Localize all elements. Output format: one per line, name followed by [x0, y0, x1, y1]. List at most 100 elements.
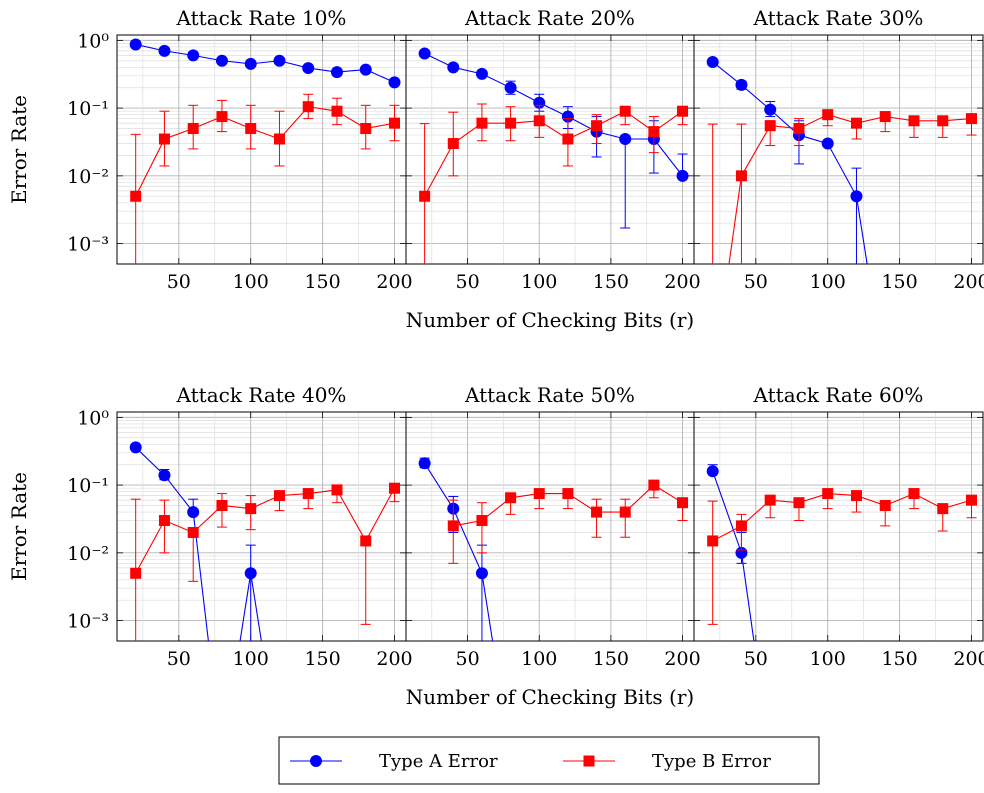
data-point — [735, 520, 747, 532]
data-point — [359, 63, 372, 76]
data-point — [735, 78, 748, 91]
data-point — [476, 515, 488, 527]
data-point — [937, 503, 949, 515]
y-tick-label: 10⁻² — [67, 543, 109, 565]
data-point — [388, 117, 400, 129]
plot-area — [706, 55, 977, 264]
data-point — [447, 520, 459, 532]
x-tick-label: 150 — [881, 648, 917, 670]
data-point — [937, 115, 949, 127]
data-point — [360, 535, 372, 547]
x-tick-label: 50 — [744, 648, 768, 670]
data-point — [302, 488, 314, 500]
data-point — [648, 126, 660, 138]
data-point — [158, 515, 170, 527]
series-line — [424, 110, 683, 197]
data-point — [965, 113, 977, 125]
x-tick-label: 100 — [233, 648, 269, 670]
data-point — [245, 123, 257, 135]
chart-panel-1: Attack Rate 10% 50 100 150 200 10⁰ 10⁻¹ 10⁻² 10⁻… — [7, 6, 413, 293]
x-tick-label: 100 — [521, 271, 557, 293]
series-line — [712, 492, 972, 542]
data-point — [418, 47, 431, 60]
y-tick-label: 10⁻¹ — [67, 475, 109, 497]
x-tick-label: 200 — [953, 271, 984, 293]
x-tick-label: 100 — [810, 648, 846, 670]
x-tick-label: 150 — [593, 271, 629, 293]
data-point — [505, 492, 517, 504]
data-point — [591, 120, 603, 132]
type-a-series — [129, 38, 401, 89]
legend-item-type-b: Type B Error — [563, 751, 771, 772]
plot-frame — [116, 411, 407, 642]
data-point — [447, 138, 459, 150]
chart-panel-3: Attack Rate 30% 50 100 150 200 — [693, 6, 984, 293]
chart-panel-2: Attack Rate 20% 50 100 150 200 Number of Chec… — [405, 6, 701, 332]
type-a-series — [129, 441, 262, 641]
x-tick-label: 150 — [304, 271, 340, 293]
plot-frame — [693, 411, 984, 642]
data-point — [562, 488, 574, 500]
data-point — [562, 133, 574, 145]
plot-area — [129, 441, 400, 641]
data-point — [187, 506, 200, 519]
gridlines — [694, 35, 983, 264]
data-point — [158, 469, 171, 482]
data-point — [388, 76, 401, 89]
legend-box — [278, 736, 820, 785]
data-point — [158, 44, 171, 57]
data-point — [331, 484, 343, 496]
x-tick-label: 200 — [664, 271, 700, 293]
data-point — [273, 133, 285, 145]
data-point — [302, 62, 315, 75]
series-line — [728, 114, 972, 264]
data-point — [677, 105, 689, 117]
x-tick-label: 100 — [233, 271, 269, 293]
data-point — [533, 488, 545, 500]
data-point — [244, 567, 257, 580]
legend-marker — [310, 755, 322, 767]
legend-label: Type A Error — [379, 751, 498, 772]
data-point — [764, 494, 776, 506]
data-point — [330, 66, 343, 79]
panel-title: Attack Rate 40% — [176, 383, 347, 407]
data-point — [130, 567, 142, 579]
data-point — [533, 115, 545, 127]
plot-area — [418, 47, 689, 264]
y-tick-label: 10⁰ — [77, 407, 109, 429]
type-a-series — [418, 457, 494, 641]
panel-title: Attack Rate 20% — [464, 6, 635, 30]
plot-area — [129, 38, 401, 264]
type-a-series — [418, 47, 689, 229]
data-point — [879, 500, 891, 512]
series-line — [135, 106, 395, 197]
data-point — [764, 103, 777, 116]
series-line — [135, 43, 395, 83]
x-tick-label: 200 — [376, 648, 412, 670]
x-tick-label: 150 — [304, 648, 340, 670]
data-point — [419, 190, 431, 202]
data-point — [302, 101, 314, 113]
data-point — [735, 170, 747, 182]
data-point — [908, 115, 920, 127]
data-point — [418, 457, 431, 470]
data-point — [676, 169, 689, 182]
y-tick-label: 10⁻² — [67, 166, 109, 188]
x-tick-label: 100 — [521, 648, 557, 670]
data-point — [764, 120, 776, 132]
data-point — [822, 109, 834, 121]
x-axis-label: Number of Checking Bits (r) — [406, 685, 694, 709]
gridlines — [117, 412, 406, 641]
panel-title: Attack Rate 60% — [753, 383, 924, 407]
type-b-series — [419, 103, 689, 264]
series-line — [712, 61, 868, 264]
data-point — [216, 111, 228, 123]
data-point — [648, 479, 660, 491]
data-point — [965, 494, 977, 506]
data-point — [504, 81, 517, 94]
data-point — [505, 117, 517, 129]
data-point — [707, 535, 719, 547]
panel-title: Attack Rate 10% — [176, 6, 347, 30]
x-tick-label: 50 — [456, 271, 480, 293]
x-tick-label: 50 — [744, 271, 768, 293]
